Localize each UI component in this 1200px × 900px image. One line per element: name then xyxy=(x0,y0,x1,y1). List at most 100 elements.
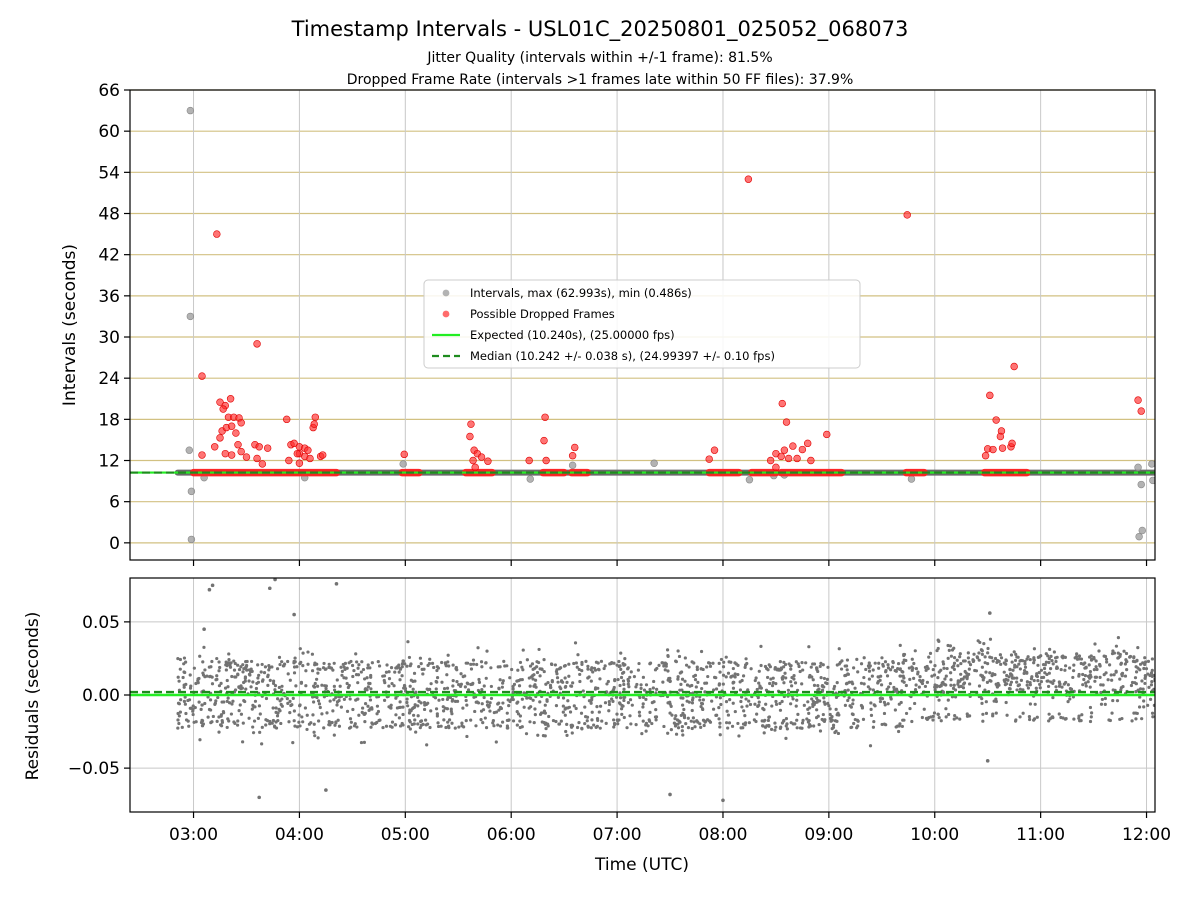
residual-point xyxy=(474,724,478,728)
residual-point xyxy=(731,701,735,705)
residual-point xyxy=(466,688,471,692)
residual-point xyxy=(882,711,887,716)
residual-point xyxy=(593,668,598,672)
residual-point xyxy=(310,669,315,673)
residual-point xyxy=(999,662,1003,666)
residual-point xyxy=(528,684,532,688)
residual-point xyxy=(710,699,714,703)
residual-point xyxy=(256,663,260,667)
residual-point xyxy=(336,718,340,722)
residual-point xyxy=(387,684,391,688)
residual-point xyxy=(188,686,193,690)
residual-point xyxy=(1047,719,1051,723)
residual-point xyxy=(967,672,971,676)
residual-point xyxy=(734,662,738,666)
residual-point xyxy=(797,664,801,669)
residual-point xyxy=(247,679,251,683)
residual-point xyxy=(1146,659,1151,664)
residual-point xyxy=(382,698,387,702)
residual-point xyxy=(536,733,540,737)
residual-point xyxy=(820,683,825,688)
residual-point xyxy=(217,660,221,664)
legend-entry-label: Intervals, max (62.993s), min (0.486s) xyxy=(470,286,692,300)
residual-point xyxy=(1013,665,1017,669)
residual-point xyxy=(1029,677,1034,681)
residual-point xyxy=(767,724,771,728)
residual-point xyxy=(277,655,282,659)
residual-point xyxy=(846,698,850,703)
residual-point xyxy=(556,680,560,684)
residual-point xyxy=(901,718,905,722)
residual-point xyxy=(647,718,651,722)
residual-point xyxy=(754,676,758,680)
residual-point xyxy=(1110,678,1114,682)
residual-point xyxy=(819,661,823,665)
residual-point xyxy=(315,662,319,666)
residual-point xyxy=(1134,690,1138,694)
residual-point xyxy=(651,686,655,690)
residual-point xyxy=(885,687,889,691)
dropped-frame-point xyxy=(823,430,831,439)
residual-point xyxy=(1015,676,1019,680)
residual-point xyxy=(1018,715,1022,719)
residual-point xyxy=(226,717,230,721)
residual-point xyxy=(619,667,623,671)
residual-point xyxy=(925,680,930,684)
residual-point xyxy=(299,660,303,664)
residual-point xyxy=(571,681,575,685)
residual-point xyxy=(1081,683,1085,687)
residual-point xyxy=(696,680,700,684)
residual-point xyxy=(1063,655,1068,660)
residual-point xyxy=(585,719,589,723)
residual-point xyxy=(586,664,590,668)
dropped-frame-point xyxy=(400,450,408,459)
residual-point xyxy=(301,651,305,655)
residual-point xyxy=(859,662,864,666)
residual-point xyxy=(791,697,795,701)
residual-point xyxy=(889,668,893,672)
residual-point xyxy=(502,659,506,663)
residual-point xyxy=(666,669,670,673)
residual-point xyxy=(1133,660,1137,664)
residual-point xyxy=(1063,668,1067,672)
residual-point xyxy=(1149,683,1154,687)
residual-point xyxy=(821,718,825,722)
residual-point xyxy=(871,725,876,729)
residual-point xyxy=(288,678,292,682)
residual-point xyxy=(188,706,192,710)
residual-point xyxy=(193,705,197,710)
residual-point xyxy=(203,668,207,672)
residual-point xyxy=(435,676,440,680)
residual-point xyxy=(1116,656,1120,660)
residual-point xyxy=(724,721,729,725)
residual-point xyxy=(778,667,782,671)
residual-point xyxy=(1094,675,1099,679)
residual-point xyxy=(782,665,786,669)
residual-point xyxy=(401,705,405,709)
residual-point xyxy=(197,700,201,704)
residual-point xyxy=(596,686,600,690)
residual-point xyxy=(549,685,553,689)
residual-point xyxy=(793,722,797,726)
legend-marker xyxy=(442,310,450,318)
residual-point xyxy=(1007,675,1011,679)
residual-point xyxy=(763,664,768,669)
residual-point xyxy=(1087,663,1091,667)
residual-point xyxy=(347,661,351,665)
residual-point xyxy=(770,684,775,688)
residual-point xyxy=(737,734,741,738)
residual-point xyxy=(437,724,441,729)
dropped-frame-point xyxy=(981,452,990,460)
residual-point xyxy=(227,661,231,665)
residual-point xyxy=(515,723,519,727)
residual-point xyxy=(531,667,535,671)
residual-point xyxy=(952,667,957,672)
residual-point xyxy=(408,710,412,714)
residual-point xyxy=(815,696,819,700)
residual-point xyxy=(669,728,673,732)
residual-point xyxy=(589,679,593,683)
residual-point xyxy=(505,711,509,715)
residual-point xyxy=(880,722,884,727)
dropped-frame-point xyxy=(258,460,267,468)
residual-point xyxy=(958,655,962,659)
